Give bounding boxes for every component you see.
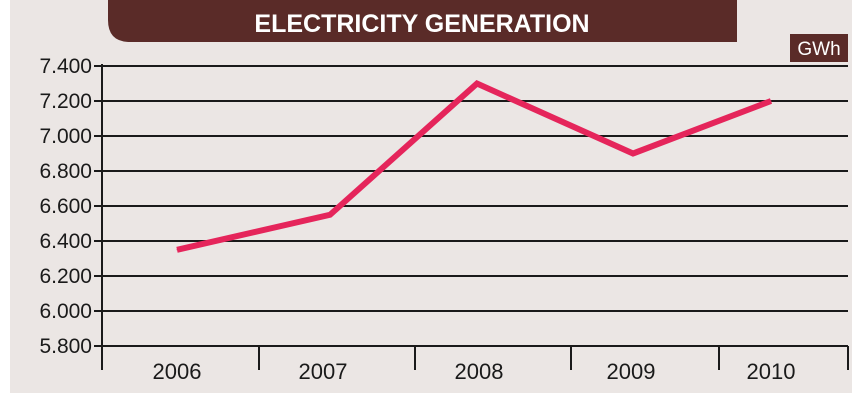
data-point: [770, 100, 772, 102]
y-tick-label: 7.200: [39, 90, 92, 113]
data-point: [632, 153, 634, 154]
y-tick-label: 6.600: [39, 195, 92, 218]
title-banner: [108, 0, 737, 42]
x-tick-label: 2010: [747, 359, 796, 384]
y-tick-label: 6.400: [39, 230, 92, 253]
data-point: [329, 214, 331, 216]
x-axis: 2006 2007 2008 2009 2010: [101, 64, 849, 384]
y-tick-label: 6.800: [39, 160, 92, 183]
chart-title: ELECTRICITY GENERATION: [254, 10, 589, 38]
x-tick-label: 2006: [153, 359, 202, 384]
x-tick-label: 2007: [299, 359, 348, 384]
chart-background: [10, 0, 852, 393]
y-axis-tick-labels: 5.800 6.000 6.200 6.400 6.600 6.800 7.000 7.200…: [39, 55, 92, 358]
y-tick-label: 7.400: [39, 55, 92, 78]
x-tick-label: 2008: [455, 359, 504, 384]
unit-label: GWh: [797, 39, 840, 60]
data-point: [476, 83, 478, 84]
unit-badge: [790, 34, 848, 62]
data-series: [176, 79, 773, 253]
x-tick-label: 2009: [607, 359, 656, 384]
data-point: [176, 249, 178, 251]
y-tick-label: 7.000: [39, 125, 92, 148]
gridlines: [94, 65, 848, 347]
y-tick-label: 6.200: [39, 265, 92, 288]
y-tick-label: 6.000: [39, 300, 92, 323]
y-tick-label: 5.800: [39, 335, 92, 358]
